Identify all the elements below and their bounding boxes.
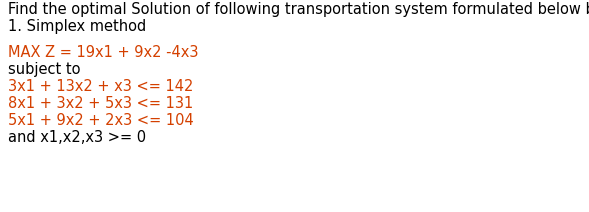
- Text: 3x1 + 13x2 + x3 <= 142: 3x1 + 13x2 + x3 <= 142: [8, 79, 193, 94]
- Text: 5x1 + 9x2 + 2x3 <= 104: 5x1 + 9x2 + 2x3 <= 104: [8, 113, 194, 128]
- Text: MAX Z = 19x1 + 9x2 -4x3: MAX Z = 19x1 + 9x2 -4x3: [8, 45, 198, 60]
- Text: 1. Simplex method: 1. Simplex method: [8, 19, 146, 34]
- Text: 8x1 + 3x2 + 5x3 <= 131: 8x1 + 3x2 + 5x3 <= 131: [8, 96, 193, 111]
- Text: subject to: subject to: [8, 62, 81, 77]
- Text: Find the optimal Solution of following transportation system formulated below by: Find the optimal Solution of following t…: [8, 2, 589, 17]
- Text: and x1,x2,x3 >= 0: and x1,x2,x3 >= 0: [8, 130, 146, 145]
